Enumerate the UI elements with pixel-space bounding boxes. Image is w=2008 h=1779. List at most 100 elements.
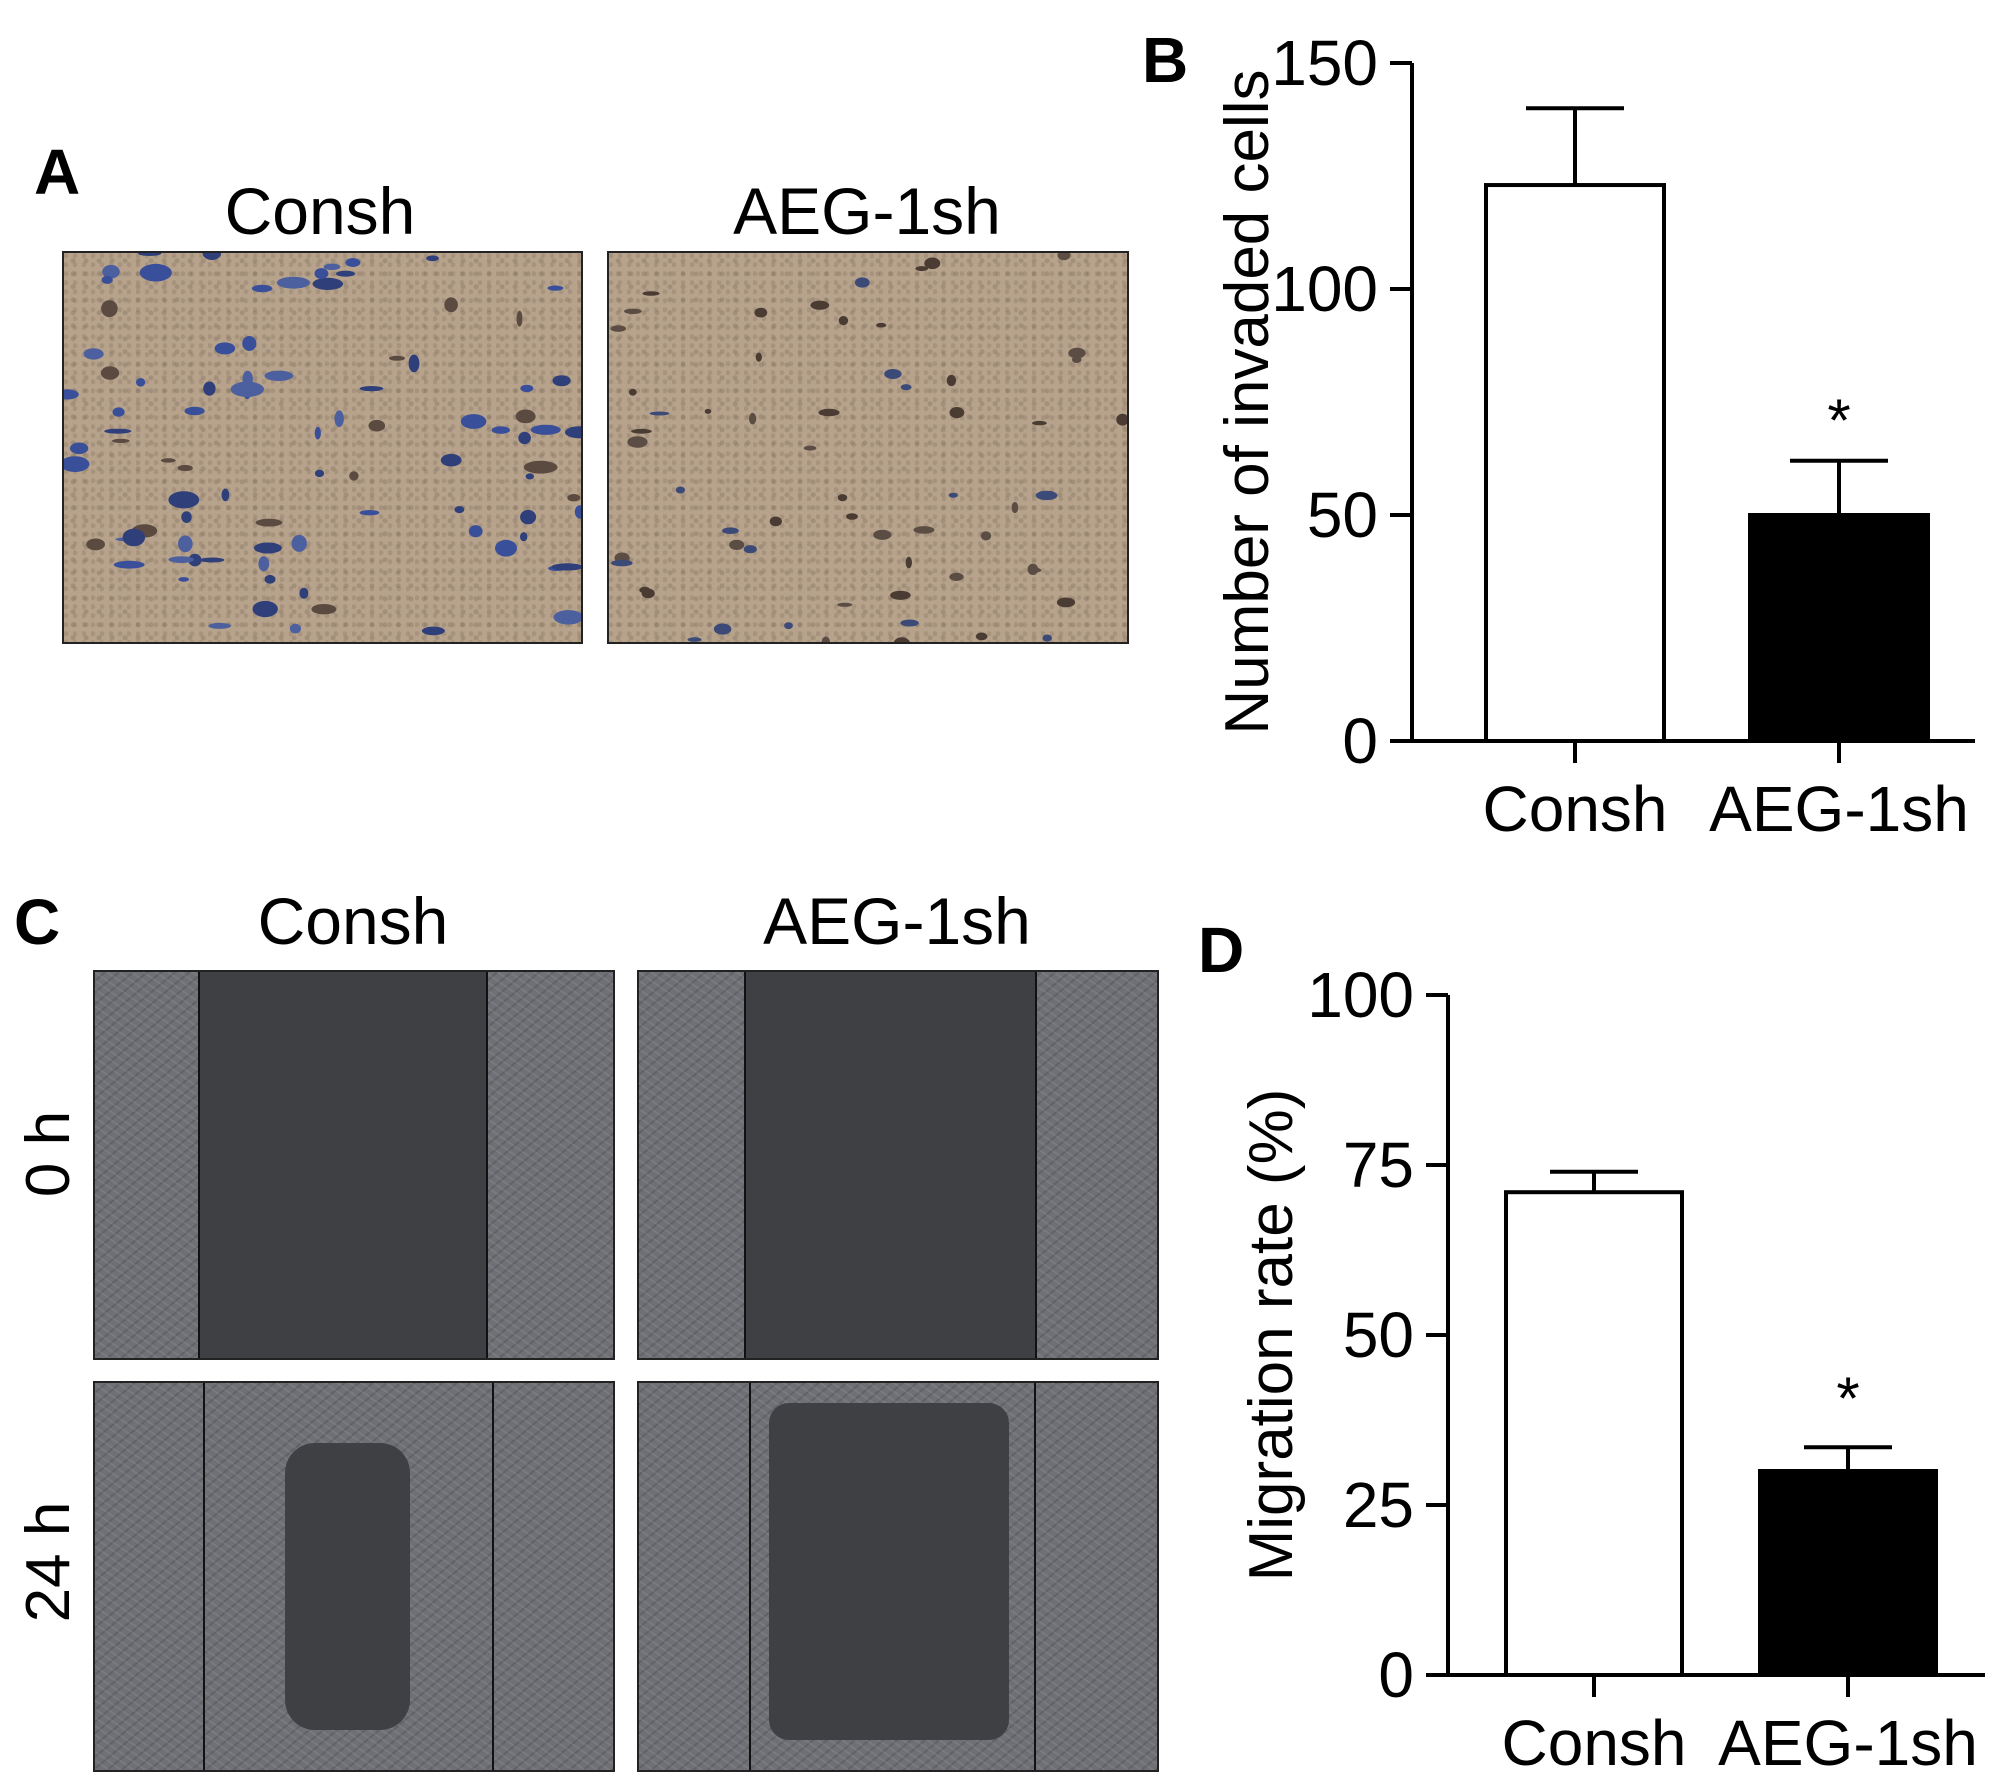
bar-aeg1sh (1748, 513, 1930, 743)
stained-cell (323, 263, 341, 271)
stained-cell (722, 527, 739, 534)
stained-cell (426, 255, 439, 262)
stained-cell (276, 276, 310, 289)
stained-cell (754, 307, 768, 318)
y-tick-label: 50 (1307, 479, 1378, 551)
panel-c-row-label-24h: 24 h (14, 1501, 83, 1623)
wound-image-consh-24h (93, 1381, 615, 1772)
stained-cell (687, 637, 702, 642)
stained-cell (624, 308, 642, 314)
stained-cell (421, 626, 445, 636)
stained-cell (299, 587, 309, 599)
wound-edge-line (1035, 972, 1037, 1358)
y-tick-label: 0 (1342, 705, 1378, 777)
stained-cell (949, 572, 964, 581)
y-tick-label: 150 (1271, 27, 1378, 99)
stained-cell (948, 492, 958, 498)
stained-cell (112, 438, 130, 443)
stained-cell (900, 384, 912, 391)
stained-cell (101, 275, 113, 284)
stained-cell (314, 426, 321, 440)
stained-cell (821, 636, 830, 642)
invasion-image-consh (62, 251, 583, 644)
y-tick-label: 100 (1307, 959, 1414, 1031)
wound-edge-line (203, 1383, 205, 1770)
stained-cell (389, 355, 405, 361)
stained-cell (359, 386, 384, 392)
stained-cell (837, 494, 848, 502)
stained-cell (515, 409, 536, 424)
stained-cell (345, 258, 361, 267)
wound-edge-line (492, 1383, 494, 1770)
invasion-image-aeg1sh (607, 251, 1129, 644)
stained-cell (368, 419, 386, 432)
stained-cell (264, 574, 276, 584)
stained-cell (975, 632, 988, 641)
stained-cell (454, 506, 465, 514)
stained-cell (468, 525, 483, 538)
stained-cell (178, 535, 193, 553)
stained-cell (138, 253, 162, 256)
stained-cell (289, 623, 301, 634)
stained-cell (525, 473, 534, 480)
stained-cell (113, 560, 145, 569)
bar-consh (1504, 1190, 1684, 1677)
stained-cell (1035, 490, 1058, 501)
stained-cell (291, 534, 307, 552)
stained-cell (743, 545, 757, 554)
stained-cell (893, 637, 910, 642)
stained-cell (639, 586, 651, 594)
stained-cell (905, 556, 912, 569)
y-tick-label: 50 (1343, 1299, 1414, 1371)
stained-cell (628, 388, 637, 396)
panel-c-column-label-consh: Consh (257, 884, 449, 958)
stained-cell (258, 556, 270, 572)
stained-cell (252, 600, 278, 618)
stained-cell (884, 369, 902, 379)
stained-cell (112, 407, 125, 417)
stained-cell (1056, 597, 1076, 608)
stained-cell (838, 316, 849, 326)
stained-cell (101, 300, 118, 318)
stained-cell (1027, 563, 1039, 575)
stained-cell (1071, 356, 1082, 363)
stained-cell (729, 539, 745, 550)
stained-cell (208, 622, 231, 629)
stained-cell (552, 375, 571, 387)
stained-cell (890, 590, 911, 600)
stained-cell (611, 559, 633, 567)
stained-cell (547, 285, 564, 291)
stained-cell (649, 411, 670, 416)
stained-cell (567, 494, 581, 502)
stained-cell (168, 491, 200, 509)
stained-cell (168, 556, 194, 563)
stained-cell (188, 553, 202, 567)
stained-cell (518, 431, 531, 445)
stained-cell (336, 270, 355, 277)
significance-marker: * (1827, 387, 1850, 454)
stained-cell (803, 445, 817, 451)
x-tick-label: AEG-1sh (1709, 773, 1969, 845)
invasion-cells-aeg1sh (610, 253, 1127, 642)
stained-cell (255, 518, 283, 527)
stained-cell (359, 510, 380, 516)
stained-cell (408, 354, 420, 373)
stained-cell (64, 389, 79, 400)
panel-c-column-label-aeg1sh: AEG-1sh (763, 884, 1031, 958)
stained-cell (900, 619, 919, 627)
stained-cell (846, 513, 858, 520)
panel-a-letter: A (34, 136, 81, 208)
stained-cell (749, 412, 757, 425)
stained-cell (136, 378, 146, 387)
stained-cell (444, 297, 458, 313)
stained-cell (854, 277, 870, 288)
stained-cell (495, 539, 517, 557)
y-axis-label: Number of invaded cells (1213, 69, 1282, 734)
x-tick-label: Consh (1483, 773, 1668, 845)
stained-cell (913, 526, 935, 534)
stained-cell (221, 488, 230, 502)
stained-cell (86, 538, 105, 551)
stained-cell (1011, 502, 1019, 514)
stained-cell (574, 505, 581, 519)
